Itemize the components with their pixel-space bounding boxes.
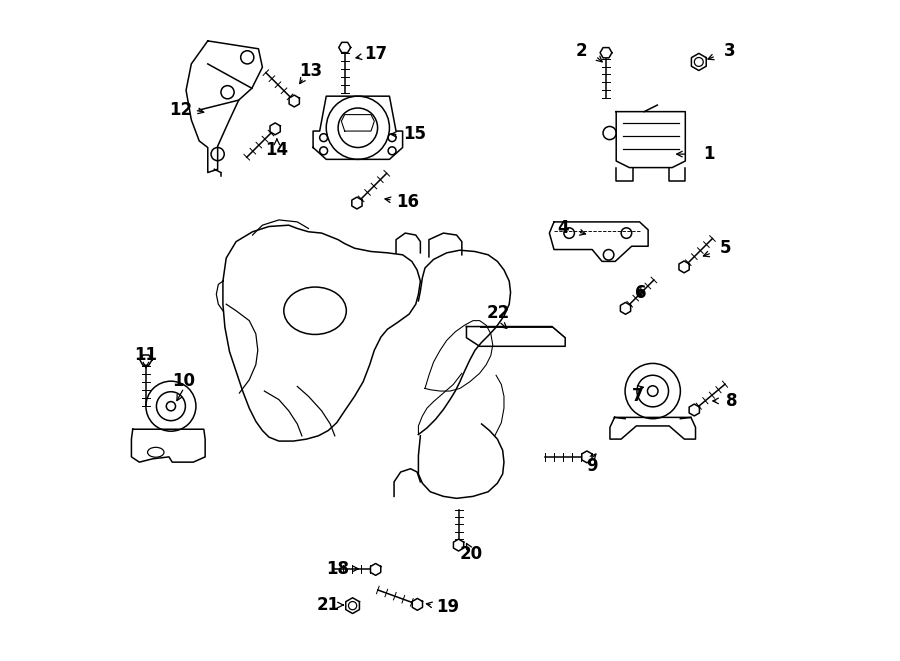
Text: 1: 1	[703, 145, 715, 163]
Text: 8: 8	[726, 392, 737, 410]
Text: 5: 5	[719, 239, 731, 256]
Text: 20: 20	[460, 545, 482, 563]
Text: 16: 16	[396, 193, 419, 211]
Text: 4: 4	[557, 219, 569, 237]
Text: 13: 13	[300, 61, 323, 79]
Text: 18: 18	[327, 560, 349, 578]
Text: 15: 15	[403, 126, 426, 143]
Text: 19: 19	[436, 598, 459, 616]
Text: 17: 17	[364, 45, 387, 63]
Text: 6: 6	[635, 284, 646, 302]
Text: 22: 22	[487, 303, 510, 322]
Text: 7: 7	[632, 387, 644, 405]
Text: 10: 10	[173, 371, 195, 389]
Text: 3: 3	[724, 42, 735, 60]
Text: 9: 9	[586, 457, 598, 475]
Text: 12: 12	[169, 101, 193, 119]
Text: 21: 21	[317, 596, 340, 614]
Text: 14: 14	[266, 141, 289, 159]
Text: 2: 2	[576, 42, 588, 60]
Text: 11: 11	[134, 346, 158, 364]
